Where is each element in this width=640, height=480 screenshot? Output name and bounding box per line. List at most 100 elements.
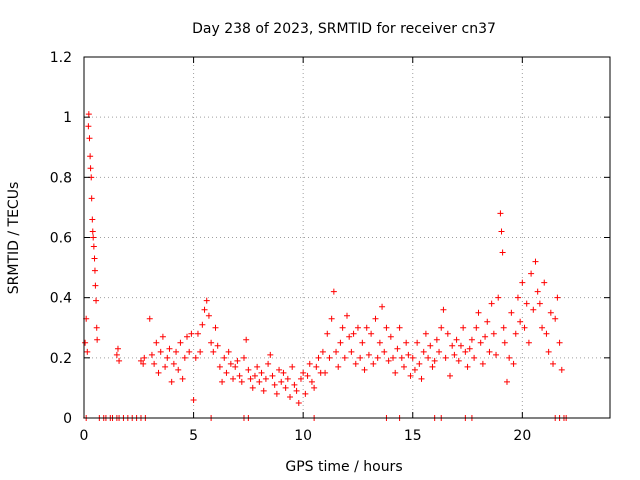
data-point — [385, 357, 392, 364]
y-tick-label: 0 — [63, 411, 72, 427]
data-point — [151, 360, 158, 367]
data-point — [348, 348, 355, 355]
data-point — [490, 330, 497, 337]
chart-title: Day 238 of 2023, SRMTID for receiver cn3… — [192, 21, 496, 37]
data-point — [85, 111, 92, 118]
data-point — [197, 348, 204, 355]
data-point — [232, 363, 239, 370]
data-points — [82, 111, 570, 421]
data-point — [506, 354, 513, 361]
data-point — [368, 330, 375, 337]
data-point — [278, 378, 285, 385]
data-point — [541, 279, 548, 286]
data-point — [287, 393, 294, 400]
data-point — [276, 366, 283, 373]
data-point — [488, 300, 495, 307]
data-point — [333, 348, 340, 355]
data-point — [514, 294, 521, 301]
data-point — [403, 339, 410, 346]
y-tick-label: 0.4 — [50, 291, 72, 307]
data-point — [558, 366, 565, 373]
data-point — [203, 297, 210, 304]
x-tick-label: 10 — [294, 428, 312, 444]
data-point — [361, 366, 368, 373]
data-point — [322, 369, 329, 376]
data-point — [396, 324, 403, 331]
data-point — [479, 360, 486, 367]
data-point — [240, 354, 247, 361]
y-axis-label: SRMTID / TECUs — [6, 182, 22, 295]
data-point — [295, 399, 302, 406]
data-point — [216, 363, 223, 370]
data-point — [500, 324, 507, 331]
data-point — [93, 297, 100, 304]
data-point — [166, 345, 173, 352]
data-point — [409, 354, 416, 361]
data-point — [530, 306, 537, 313]
data-point — [414, 339, 421, 346]
data-point — [141, 354, 148, 361]
data-point — [157, 348, 164, 355]
data-point — [88, 195, 95, 202]
data-point — [534, 288, 541, 295]
grid-lines — [84, 57, 610, 418]
data-point — [499, 249, 506, 256]
data-point — [219, 378, 226, 385]
data-point — [418, 375, 425, 382]
data-point — [381, 348, 388, 355]
data-point — [330, 288, 337, 295]
data-point — [247, 375, 254, 382]
data-point — [168, 378, 175, 385]
data-point — [339, 324, 346, 331]
y-tick-label: 0.6 — [50, 231, 72, 247]
data-point — [344, 312, 350, 319]
data-point — [291, 381, 298, 388]
data-point — [420, 348, 427, 355]
data-point — [536, 300, 543, 307]
data-point — [495, 294, 502, 301]
data-point — [265, 360, 272, 367]
data-point — [405, 351, 412, 358]
data-point — [267, 351, 274, 358]
data-point — [462, 348, 469, 355]
data-point — [159, 333, 166, 340]
data-point — [431, 357, 438, 364]
data-point — [379, 303, 386, 310]
data-point — [236, 372, 243, 379]
data-point — [179, 375, 186, 382]
y-tick-label: 0.2 — [50, 351, 72, 367]
data-point — [376, 339, 383, 346]
data-point — [425, 354, 432, 361]
data-point — [91, 267, 98, 274]
data-point — [466, 345, 473, 352]
data-point — [170, 360, 177, 367]
data-point — [543, 330, 550, 337]
tick-labels: 0 5 10 15 20 0 0.2 0.4 0.6 0.8 1 1.2 — [50, 50, 532, 444]
data-point — [184, 333, 191, 340]
data-point — [319, 348, 326, 355]
data-point — [192, 354, 199, 361]
x-tick-label: 5 — [189, 428, 198, 444]
data-point — [194, 330, 201, 337]
data-point — [326, 354, 333, 361]
data-point — [440, 306, 447, 313]
data-point — [92, 282, 99, 289]
x-tick-label: 15 — [404, 428, 422, 444]
data-point — [140, 360, 147, 367]
data-point — [113, 351, 120, 358]
data-point — [230, 375, 237, 382]
data-point — [482, 333, 489, 340]
data-point — [383, 324, 390, 331]
data-point — [262, 375, 269, 382]
data-point — [223, 369, 230, 376]
data-point — [82, 339, 89, 346]
data-point — [475, 309, 482, 316]
data-point — [308, 378, 315, 385]
data-point — [84, 348, 91, 355]
data-point — [451, 351, 458, 358]
data-point — [205, 312, 212, 319]
data-point — [497, 210, 504, 217]
data-point — [227, 360, 234, 367]
data-point — [201, 306, 208, 313]
data-point — [254, 363, 261, 370]
